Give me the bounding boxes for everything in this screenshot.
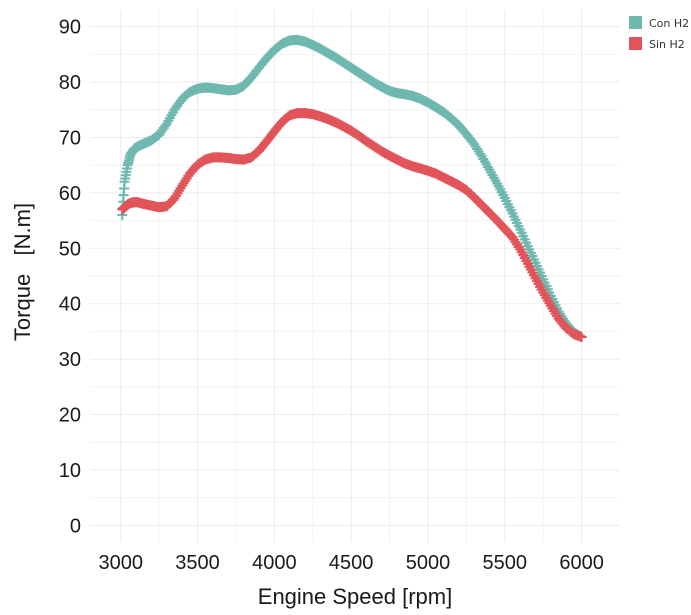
x-tick-label: 6000 [559,552,604,574]
data-point [576,331,587,342]
y-tick-label: 80 [59,72,81,94]
y-tick-label: 0 [70,515,81,537]
x-tick-label: 5500 [483,552,528,574]
series-sin-h2 [117,108,587,342]
x-tick-label: 5000 [406,552,451,574]
series-con-h2 [117,34,587,342]
y-tick-label: 40 [59,294,81,316]
y-tick-label: 90 [59,17,81,39]
x-axis-title: Engine Speed [rpm] [258,584,452,609]
legend-swatch-sin-h2 [629,37,642,50]
legend: Con H2 Sin H2 [629,16,689,51]
legend-label-con-h2: Con H2 [649,17,689,30]
y-tick-label: 70 [59,127,81,149]
legend-item-sin-h2: Sin H2 [629,37,685,51]
x-axis-ticks: 3000 3500 4000 4500 5000 5500 6000 [98,552,603,574]
x-tick-label: 3000 [98,552,143,574]
x-tick-label: 4500 [329,552,374,574]
y-axis-title: Torque [N.m] [10,203,35,341]
x-tick-label: 3500 [175,552,220,574]
legend-swatch-con-h2 [629,16,642,29]
x-tick-label: 4000 [252,552,297,574]
y-tick-label: 30 [59,349,81,371]
y-tick-label: 10 [59,460,81,482]
legend-label-sin-h2: Sin H2 [649,38,685,51]
y-tick-label: 20 [59,405,81,427]
y-tick-label: 50 [59,238,81,260]
y-axis-ticks: 0 10 20 30 40 50 60 70 80 90 [59,17,81,538]
legend-item-con-h2: Con H2 [629,16,689,30]
series-layer [117,34,587,342]
y-tick-label: 60 [59,183,81,205]
